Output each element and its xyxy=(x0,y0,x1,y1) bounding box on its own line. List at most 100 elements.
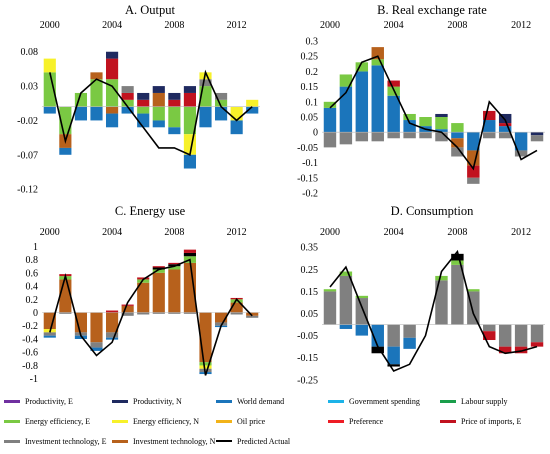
bar-segment xyxy=(467,289,480,292)
y-tick-label: 0.05 xyxy=(301,309,319,320)
panel-consumption: D. Consumption 0.35 0.25 0.15 0.05 -0.05 -0.15… xyxy=(297,204,545,386)
bar-segment xyxy=(152,92,165,107)
bar-segment xyxy=(498,346,512,354)
bar-segment xyxy=(168,92,181,100)
bar-segment xyxy=(435,280,448,325)
y-tick-label: 0 xyxy=(313,128,318,139)
y-tick-label: 0.3 xyxy=(306,37,319,48)
bar-segment xyxy=(355,298,369,325)
panel-output: A. Output 0.08 0.03 -0.02 -0.07 -0.12 2000 2004… xyxy=(17,3,260,196)
bar-segment xyxy=(323,101,337,108)
bar-segment xyxy=(419,117,432,127)
y-tick-label: 0.15 xyxy=(301,82,319,93)
bar-segment xyxy=(403,337,416,349)
bar-segment xyxy=(214,312,228,323)
bar-segment xyxy=(339,324,353,329)
x-tick-label: 2012 xyxy=(511,227,531,238)
bar-segment xyxy=(214,99,228,107)
x-tick-label: 2008 xyxy=(447,227,467,238)
y-tick-label: 0.1 xyxy=(306,97,319,108)
bar-segment xyxy=(530,324,544,343)
bar-segment xyxy=(230,299,243,303)
y-tick-label: 0.2 xyxy=(26,295,39,306)
bar-segment xyxy=(371,65,384,133)
bar-segment xyxy=(43,72,56,107)
legend-label: Productivity, N xyxy=(133,396,182,406)
legend-item: Oil price xyxy=(216,414,265,428)
bar-segment xyxy=(59,312,72,314)
bar-segment xyxy=(105,113,119,128)
bar-segment xyxy=(137,106,150,114)
bar-segment xyxy=(152,269,165,273)
legend-label: World demand xyxy=(237,396,285,406)
bar-segment xyxy=(371,59,384,66)
bar-segment xyxy=(168,99,181,107)
bar-segment xyxy=(214,106,228,121)
bar-segment xyxy=(74,106,88,121)
y-tick-label: 0 xyxy=(33,308,38,319)
bar-segment xyxy=(451,253,464,261)
bar-segment xyxy=(451,147,464,157)
y-tick-label: 1 xyxy=(33,242,38,253)
bar-segment xyxy=(498,126,512,133)
y-tick-label: 0.35 xyxy=(301,243,319,254)
bar-segment xyxy=(387,346,400,365)
legend-swatch xyxy=(112,399,128,403)
bar-segment xyxy=(168,262,181,265)
legend-label: Investment technology, E xyxy=(25,436,107,446)
legend-item: Investment technology, E xyxy=(4,434,106,448)
bar-segment xyxy=(168,127,181,135)
bar-segment xyxy=(121,304,134,306)
bar-segment xyxy=(137,92,150,100)
bar-segment xyxy=(121,92,134,100)
bar-segment xyxy=(339,74,353,87)
x-tick-label: 2008 xyxy=(164,20,184,31)
bar-segment xyxy=(90,342,103,348)
bar-segment xyxy=(246,315,259,318)
bar-segment xyxy=(168,106,181,128)
bar-segment xyxy=(483,120,496,133)
y-tick-label: -1 xyxy=(30,374,38,385)
bar-segment xyxy=(371,346,384,354)
legend-swatch xyxy=(112,439,128,443)
panel-real-exchange-rate: B. Real exchange rate 0.3 0.25 0.2 0.15 0.1 0.… xyxy=(297,3,545,199)
y-tick-label: 0.6 xyxy=(26,268,39,279)
bar-segment xyxy=(451,260,464,265)
y-tick-label: 0.8 xyxy=(26,255,39,266)
bar-segment xyxy=(121,99,134,107)
bar-segment xyxy=(105,58,119,80)
bar-segment xyxy=(105,310,119,313)
bar-segment xyxy=(387,364,400,367)
bar-segment xyxy=(183,262,197,313)
y-tick-label: 0.03 xyxy=(21,82,39,93)
bar-segment xyxy=(152,312,165,314)
y-tick-label: -0.15 xyxy=(297,173,318,184)
predicted-actual-line xyxy=(329,55,538,171)
legend-swatch xyxy=(216,440,232,442)
legend-item: Energy efficiency, N xyxy=(112,414,199,428)
legend-label: Labour supply xyxy=(461,396,508,406)
y-tick-label: -0.02 xyxy=(17,116,38,127)
bar-segment xyxy=(137,282,150,313)
bar-segment xyxy=(467,177,480,184)
y-tick-label: 0.05 xyxy=(301,113,319,124)
bar-segment xyxy=(43,332,56,336)
y-tick-label: -0.15 xyxy=(297,353,318,364)
legend-swatch xyxy=(4,439,20,443)
x-tick-label: 2000 xyxy=(320,20,340,31)
bar-segment xyxy=(498,132,512,139)
bar-segment xyxy=(90,347,103,351)
x-tick-label: 2012 xyxy=(227,20,247,31)
x-tick-label: 2012 xyxy=(227,227,247,238)
legend-label: Investment technology, N xyxy=(133,436,216,446)
bar-segment xyxy=(74,335,88,339)
legend-label: Energy efficiency, N xyxy=(133,416,200,426)
bar-segment xyxy=(339,275,353,325)
bar-segment xyxy=(137,277,150,280)
bar-segment xyxy=(435,117,448,130)
bar-segment xyxy=(355,324,369,336)
bar-segment xyxy=(419,132,432,139)
bar-segment xyxy=(498,324,512,347)
bar-segment xyxy=(105,106,119,114)
y-tick-label: -0.6 xyxy=(22,348,38,359)
